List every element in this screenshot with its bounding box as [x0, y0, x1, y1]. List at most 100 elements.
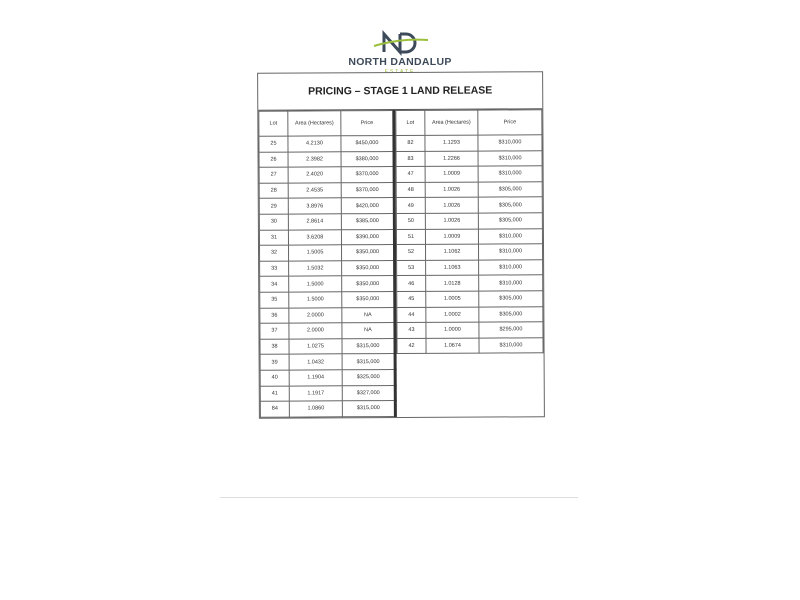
- cell-price: $315,000: [342, 400, 396, 417]
- cell-area: 1.0432: [289, 354, 343, 370]
- cell-price: $305,000: [478, 181, 543, 198]
- table-row: 36 2.0000 NA: [259, 307, 395, 324]
- brand-sub: ESTATE: [384, 69, 416, 75]
- table-row: 34 1.5000 $350,000: [259, 275, 395, 293]
- cell-lot: 35: [259, 292, 289, 308]
- cell-lot: 42: [396, 338, 427, 354]
- cell-price: $350,000: [341, 275, 395, 292]
- cell-lot: 33: [259, 260, 289, 277]
- cell-lot: 36: [259, 307, 289, 324]
- cell-area: 1.5000: [288, 276, 342, 293]
- cell-lot: 51: [396, 228, 426, 245]
- cell-price: $350,000: [341, 244, 395, 261]
- cell-price: $315,000: [341, 338, 396, 355]
- cell-area: 1.0026: [425, 213, 479, 229]
- cell-area: 1.1063: [425, 259, 479, 276]
- table-row: 35 1.5000 $350,000: [259, 291, 395, 308]
- cell-area: 1.1062: [425, 244, 479, 261]
- cell-lot: 34: [259, 276, 289, 293]
- table-row: 37 2.0000 NA: [259, 322, 395, 339]
- cell-price: $350,000: [341, 260, 395, 277]
- pricing-table-left: Lot Area (Hectares) Price 25 4.2130 $450,0…: [258, 110, 397, 418]
- cell-lot: 25: [258, 136, 289, 152]
- table-row: 38 1.0275 $315,000: [259, 338, 396, 355]
- cell-price: $380,000: [341, 151, 395, 168]
- cell-price: NA: [341, 307, 395, 323]
- header-lot: Lot: [395, 110, 425, 136]
- cell-price: $305,000: [478, 290, 543, 307]
- table-row: 29 3.8976 $420,000: [259, 197, 395, 215]
- table-row: 27 2.4020 $370,000: [259, 166, 395, 184]
- cell-lot: 47: [396, 166, 426, 183]
- table-row: 47 1.0009 $310,000: [396, 165, 543, 183]
- cell-area: 1.0026: [425, 197, 479, 214]
- pricing-table-right: Lot Area (Hectares) Price 82 1.1293 $310,0…: [395, 109, 544, 354]
- table-row: 25 4.2130 $450,000: [258, 135, 395, 152]
- cell-area: 1.0009: [425, 166, 479, 183]
- cell-price: $420,000: [341, 197, 395, 214]
- cell-lot: 82: [395, 135, 426, 152]
- table-row: 33 1.5032 $350,000: [259, 260, 395, 277]
- cell-lot: 44: [396, 306, 426, 323]
- cell-price: $305,000: [478, 212, 543, 229]
- cell-area: 3.8976: [288, 198, 342, 215]
- header-price: Price: [340, 110, 394, 136]
- cell-price: $350,000: [341, 291, 395, 308]
- cell-price: $310,000: [478, 337, 544, 354]
- cell-area: 1.0275: [288, 338, 343, 355]
- table-row: 41 1.1917 $327,000: [260, 385, 396, 402]
- cell-lot: 32: [259, 245, 289, 261]
- cell-price: $310,000: [478, 150, 543, 167]
- page-edge-line: [220, 497, 578, 498]
- cell-lot: 38: [259, 338, 290, 355]
- cell-lot: 50: [396, 213, 426, 230]
- cell-price: $315,000: [342, 353, 396, 370]
- cell-area: 1.0860: [289, 400, 343, 417]
- cell-lot: 45: [396, 291, 426, 308]
- table-row: 82 1.1293 $310,000: [395, 134, 543, 152]
- table-row: 43 1.0000 $295,000: [396, 321, 543, 339]
- cell-area: 1.0674: [425, 337, 480, 354]
- cell-area: 1.5005: [288, 244, 342, 261]
- cell-area: 2.8614: [288, 213, 342, 230]
- table-row: 83 1.2266 $310,000: [396, 150, 543, 167]
- cell-lot: 84: [260, 401, 290, 417]
- cell-price: $310,000: [478, 243, 543, 260]
- table-row: 26 2.3982 $380,000: [259, 151, 395, 168]
- cell-area: 1.0128: [425, 275, 479, 292]
- cell-area: 2.4535: [288, 182, 342, 199]
- cell-price: NA: [341, 322, 395, 339]
- table-row: 39 1.0432 $315,000: [260, 353, 396, 371]
- cell-area: 2.3982: [288, 151, 342, 168]
- table-row: 45 1.0005 $305,000: [396, 290, 543, 308]
- cell-lot: 41: [260, 385, 290, 402]
- cell-lot: 39: [260, 354, 290, 371]
- cell-lot: 40: [260, 369, 290, 386]
- cell-price: $310,000: [477, 134, 543, 151]
- page-title: PRICING – STAGE 1 LAND RELEASE: [258, 72, 543, 111]
- cell-area: 4.2130: [287, 135, 342, 152]
- cell-lot: 53: [396, 260, 426, 276]
- table-row: 28 2.4535 $370,000: [259, 182, 395, 199]
- table-row: 48 1.0026 $305,000: [396, 181, 543, 198]
- cell-lot: 48: [396, 182, 426, 198]
- table-row: 49 1.0026 $305,000: [396, 197, 543, 214]
- cell-price: $370,000: [341, 166, 395, 183]
- cell-price: $310,000: [478, 259, 543, 276]
- cell-price: $370,000: [341, 182, 395, 199]
- cell-area: 1.0005: [425, 291, 479, 307]
- header-price: Price: [477, 109, 542, 136]
- cell-area: 1.1293: [424, 135, 479, 151]
- pricing-sheet: PRICING – STAGE 1 LAND RELEASE Lot Area …: [257, 71, 545, 419]
- cell-price: $295,000: [478, 321, 543, 338]
- table-row: 42 1.0674 $310,000: [396, 337, 544, 354]
- table-row: 51 1.0009 $310,000: [396, 228, 543, 245]
- cell-lot: 30: [259, 214, 289, 230]
- cell-price: $385,000: [341, 213, 395, 230]
- cell-area: 2.0000: [288, 322, 342, 339]
- cell-area: 1.0002: [425, 306, 479, 323]
- cell-area: 1.5000: [288, 291, 342, 308]
- table-row: 31 3.6208 $390,000: [259, 229, 395, 246]
- cell-price: $305,000: [478, 197, 543, 214]
- cell-lot: 26: [259, 151, 289, 168]
